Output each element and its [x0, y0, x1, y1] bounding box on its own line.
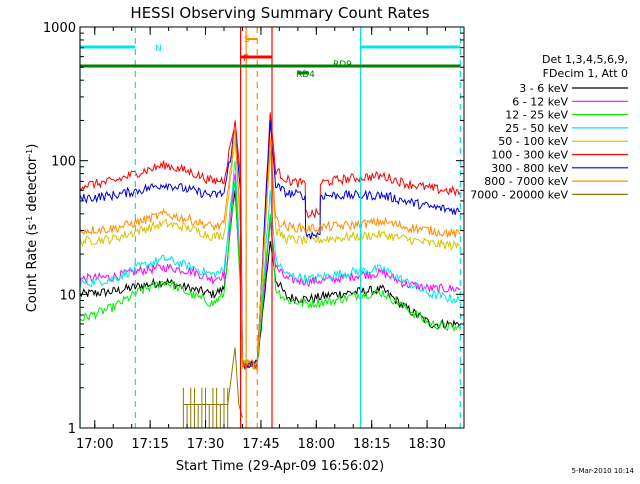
y-tick-label: 10 [59, 288, 76, 303]
legend-entry-3: 25 - 50 keV [505, 122, 568, 135]
legend-header-1: FDecim 1, Att 0 [543, 67, 628, 80]
series-line-1 [79, 173, 461, 369]
legend-header-0: Det 1,3,4,5,6,9, [542, 53, 628, 66]
legend-entry-1: 6 - 12 keV [512, 95, 568, 108]
series-line-0 [79, 190, 461, 370]
legend-entry-0: 3 - 6 keV [519, 82, 568, 95]
chart-title: HESSI Observing Summary Count Rates [130, 4, 429, 22]
plot-frame [79, 26, 465, 429]
y-tick-label: 100 [51, 155, 76, 170]
annotation-label-N: N [155, 44, 162, 54]
y-label-part-2: detector [25, 156, 40, 216]
annotation-label-RD9: RD9 [333, 60, 352, 70]
y-label-part-1: Count Rate (s [25, 224, 40, 313]
y-label-sup-1: -1 [25, 216, 34, 224]
y-label-part-3: ) [25, 144, 40, 149]
x-tick-label: 17:00 [76, 437, 113, 452]
series-line-2 [79, 181, 461, 370]
annotation-label-S: S [244, 35, 250, 45]
x-tick-label: 18:30 [408, 437, 445, 452]
series-line-7 [79, 129, 461, 370]
series-line-3 [79, 160, 461, 369]
legend-entry-7: 800 - 7000 keV [484, 175, 568, 188]
x-tick-label: 17:15 [131, 437, 168, 452]
series-line-8 [183, 347, 243, 418]
y-tick-label: 1 [68, 422, 76, 437]
y-tick-label: 1000 [43, 21, 76, 36]
y-label-sup-2: -1 [25, 149, 34, 157]
series-line-6 [79, 120, 461, 369]
series-layer [79, 112, 461, 428]
y-axis-label: Count Rate (s-1 detector-1) [25, 144, 41, 313]
legend-entry-8: 7000 - 20000 keV [470, 188, 568, 201]
x-tick-label: 18:00 [298, 437, 335, 452]
x-axis-label: Start Time (29-Apr-09 16:56:02) [176, 459, 384, 474]
legend-entry-5: 100 - 300 keV [491, 149, 568, 162]
x-tick-label: 17:30 [187, 437, 224, 452]
legend-entry-6: 300 - 800 keV [491, 162, 568, 175]
annotation-label-F: F [243, 54, 248, 64]
axes-layer: 1 10 100 1000 17:00 17:15 17:30 17:45 18:00 18:15… [43, 21, 465, 452]
legend-entry-2: 12 - 25 keV [505, 109, 568, 122]
x-tick-label: 17:45 [242, 437, 279, 452]
annotation-label-RD4: RD4 [296, 70, 315, 80]
legend-entry-4: 50 - 100 keV [498, 135, 568, 148]
legend: Det 1,3,4,5,6,9,FDecim 1, Att 0 3 - 6 keV… [470, 53, 628, 201]
x-tick-label: 18:15 [353, 437, 390, 452]
footer-timestamp: 5-Mar-2010 10:14 [572, 467, 635, 475]
series-line-4 [79, 137, 461, 370]
